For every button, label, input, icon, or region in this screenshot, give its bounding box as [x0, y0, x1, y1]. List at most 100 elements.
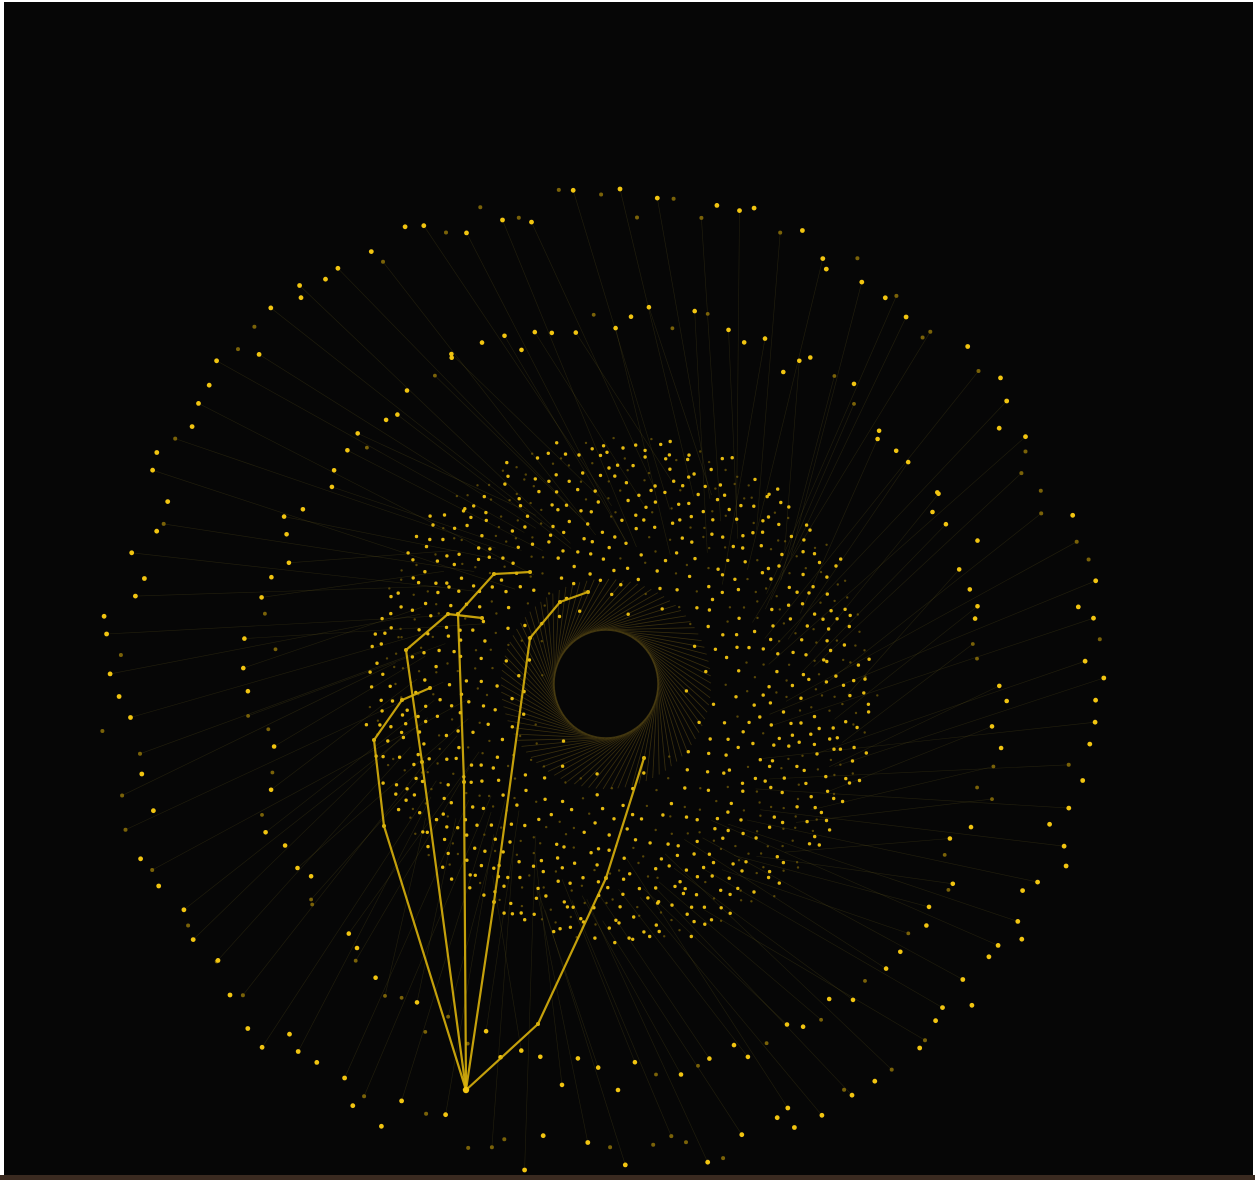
core-node — [615, 463, 620, 467]
core-node — [471, 805, 475, 809]
outer-ring-node — [570, 187, 576, 193]
core-node — [675, 588, 679, 592]
bottom-border-bar — [0, 1175, 1255, 1180]
core-node — [424, 719, 428, 724]
outer-ring-node — [138, 751, 142, 756]
core-node — [755, 790, 759, 793]
core-node — [788, 572, 791, 575]
middle-ring-node — [483, 1028, 489, 1034]
middle-ring-node — [942, 853, 947, 857]
core-node — [741, 831, 745, 836]
spoke-line — [701, 217, 721, 522]
outer-ring-node — [464, 230, 469, 236]
spoke-line — [658, 881, 822, 1021]
core-node — [519, 911, 523, 915]
radial-network-graph[interactable] — [4, 2, 1253, 1175]
spoke-line — [755, 788, 1069, 809]
inner-ring-line — [652, 695, 658, 779]
core-node — [787, 505, 791, 509]
core-node — [701, 865, 706, 870]
spoke-line — [823, 513, 1042, 686]
core-node — [505, 460, 509, 465]
outer-ring-node — [120, 793, 125, 798]
inner-ring-line — [501, 699, 581, 732]
core-node — [607, 480, 610, 483]
core-node — [817, 673, 821, 676]
core-node — [589, 851, 593, 855]
core-node — [776, 487, 780, 491]
outer-ring-node — [142, 576, 147, 581]
core-node — [457, 589, 461, 593]
outer-ring-node — [335, 265, 341, 271]
outer-ring-node — [190, 937, 196, 942]
outer-ring-node — [522, 1167, 527, 1173]
core-node — [714, 487, 717, 490]
core-node — [769, 723, 773, 727]
core-node — [726, 810, 730, 814]
core-node — [767, 685, 771, 689]
core-node — [713, 827, 717, 831]
core-node — [465, 791, 468, 795]
outer-ring-node — [245, 1026, 251, 1031]
core-node — [540, 918, 544, 921]
core-node — [794, 815, 797, 818]
core-node — [719, 888, 723, 892]
outer-ring-node — [819, 1112, 825, 1118]
core-node — [442, 527, 445, 530]
core-node — [563, 452, 568, 456]
core-node — [762, 663, 765, 666]
core-node — [855, 725, 859, 730]
path-node — [428, 686, 432, 690]
core-node — [487, 483, 491, 487]
core-node — [522, 712, 526, 716]
core-node — [589, 510, 593, 514]
core-node — [821, 617, 825, 621]
core-node — [487, 794, 491, 798]
core-node — [515, 466, 518, 469]
graph-visualization-canvas[interactable] — [4, 2, 1253, 1175]
core-node — [776, 652, 780, 656]
core-node — [840, 799, 845, 804]
middle-ring-node — [670, 326, 675, 331]
core-node — [483, 833, 486, 836]
outer-ring-node — [421, 223, 427, 229]
core-node — [851, 772, 854, 775]
core-node — [549, 908, 552, 911]
core-node — [631, 937, 635, 941]
core-node — [523, 478, 526, 481]
core-node — [508, 840, 512, 844]
core-node — [469, 515, 473, 520]
core-node — [508, 499, 511, 502]
core-node — [758, 801, 761, 804]
core-node — [825, 639, 829, 643]
core-node — [685, 768, 689, 772]
core-node — [653, 500, 658, 504]
core-node — [653, 484, 657, 488]
spoke-line — [721, 869, 909, 934]
middle-ring-node — [331, 468, 337, 473]
outer-ring-node — [156, 883, 162, 889]
core-node — [812, 552, 817, 556]
core-node — [692, 472, 696, 476]
core-node — [761, 519, 765, 523]
core-node — [854, 711, 858, 715]
path-node — [642, 756, 646, 760]
inner-ring-line — [643, 645, 711, 699]
middle-ring-node — [898, 949, 903, 955]
middle-ring-node — [300, 507, 306, 512]
core-node — [801, 754, 804, 757]
core-node — [554, 473, 558, 477]
core-node — [610, 592, 614, 597]
core-node — [471, 628, 475, 632]
outer-ring-node — [1047, 821, 1052, 827]
inner-ring-line — [640, 643, 712, 691]
core-node — [474, 667, 477, 670]
middle-ring-node — [295, 865, 300, 871]
core-node — [759, 544, 763, 548]
core-node — [707, 608, 712, 612]
inner-ring-line — [530, 737, 612, 758]
core-node — [465, 833, 469, 837]
middle-ring-node — [446, 1014, 450, 1019]
core-node — [524, 788, 528, 793]
core-node — [611, 898, 614, 901]
